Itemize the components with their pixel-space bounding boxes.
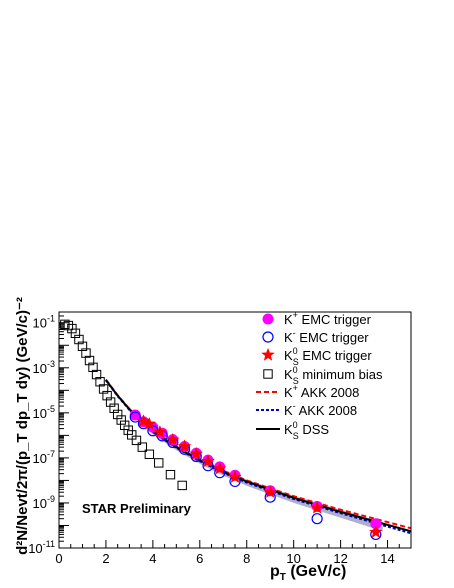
x-tick-label: 14 xyxy=(380,551,394,566)
data-point xyxy=(77,341,88,352)
legend-label: K0 S DSS xyxy=(284,420,329,441)
x-tick-label: 10 xyxy=(286,551,300,566)
data-point xyxy=(177,480,187,491)
legend-entry: K0 S EMC trigger xyxy=(261,346,372,367)
data-point xyxy=(81,348,91,358)
uncertainty-band-layer xyxy=(129,407,383,532)
data-point xyxy=(137,442,148,452)
x-axis-title: pT (GeV/c) xyxy=(270,563,346,583)
legend-entry: K0 S minimum bias xyxy=(263,365,383,386)
curve-line-2 xyxy=(105,379,411,533)
data-point xyxy=(88,362,98,373)
data-point xyxy=(91,369,102,380)
legend-label: K+ EMC trigger xyxy=(284,310,372,327)
legend-label: K+ AKK 2008 xyxy=(284,383,359,400)
x-axis-title-unit: (GeV/c) xyxy=(286,563,346,580)
data-point xyxy=(153,424,167,438)
theory-curve-layer xyxy=(105,378,411,535)
data-marker-layer xyxy=(60,319,383,541)
legend-symbol xyxy=(262,313,274,325)
data-point xyxy=(102,390,112,401)
legend-label: K- EMC trigger xyxy=(284,328,369,345)
series-3 xyxy=(60,319,187,491)
data-point xyxy=(228,469,242,483)
data-point xyxy=(201,454,215,468)
legend-symbol xyxy=(262,331,274,343)
legend-entry: K+ AKK 2008 xyxy=(256,383,359,400)
data-point xyxy=(63,320,74,331)
data-point xyxy=(123,425,133,435)
data-point xyxy=(142,416,157,430)
data-point xyxy=(311,513,323,525)
data-point xyxy=(74,334,84,345)
data-point xyxy=(112,409,123,420)
legend-symbol xyxy=(261,347,275,361)
legend-entry: K- AKK 2008 xyxy=(256,401,357,418)
y-tick-label: 10-7 xyxy=(33,449,55,466)
x-tick-label: 0 xyxy=(55,551,62,566)
data-point xyxy=(144,449,155,459)
legend-label: K0 S EMC trigger xyxy=(284,346,372,367)
data-point xyxy=(120,420,130,431)
data-point xyxy=(310,500,324,514)
x-tick-label: 6 xyxy=(196,551,203,566)
data-point xyxy=(131,435,142,446)
series-2 xyxy=(136,414,383,539)
dss-uncertainty-band xyxy=(129,407,383,532)
legend-label: K- AKK 2008 xyxy=(284,401,357,418)
x-axis-title-sub: T xyxy=(280,572,286,583)
data-point xyxy=(105,397,116,407)
data-point xyxy=(84,355,95,366)
x-axis: 0 2 4 6 8 10 12 14 xyxy=(55,540,412,566)
y-tick-label: 10-3 xyxy=(33,359,55,376)
y-tick-label: 10-11 xyxy=(28,539,55,556)
x-tick-label: 12 xyxy=(333,551,347,566)
data-point xyxy=(109,403,119,413)
data-point xyxy=(165,432,180,446)
legend-label: K0 S minimum bias xyxy=(284,365,383,386)
y-axis: 10-11 10-9 10-7 10-5 10-3 10-1 xyxy=(28,311,69,556)
data-point xyxy=(154,458,164,468)
y-axis-title: d²N/Nevt/2π/(p_T dp_T dy) (GeV/c)⁻² xyxy=(14,297,31,555)
star-preliminary-annotation: STAR Preliminary xyxy=(82,501,192,516)
data-point xyxy=(263,484,278,499)
data-point xyxy=(368,525,383,539)
x-axis-title-main: p xyxy=(270,563,280,580)
legend-entry: K+ EMC trigger xyxy=(262,310,372,327)
data-point xyxy=(212,461,227,475)
data-point xyxy=(136,414,151,428)
legend-entry: K- EMC trigger xyxy=(262,328,369,345)
data-point xyxy=(165,469,176,480)
legend-entry: K0 S DSS xyxy=(256,420,329,441)
data-point xyxy=(98,384,109,394)
x-tick-label: 8 xyxy=(243,551,250,566)
data-point xyxy=(189,446,204,460)
data-point xyxy=(95,377,105,387)
data-point xyxy=(177,439,192,453)
y-tick-label: 10-1 xyxy=(33,314,55,331)
data-point xyxy=(70,328,81,339)
x-tick-label: 2 xyxy=(102,551,109,566)
y-tick-label: 10-9 xyxy=(33,494,55,511)
legend-symbol xyxy=(263,369,273,379)
data-point xyxy=(67,323,77,334)
data-point xyxy=(116,415,126,425)
x-tick-label: 4 xyxy=(149,551,156,566)
data-point xyxy=(129,411,141,423)
y-tick-label: 10-5 xyxy=(33,404,55,421)
